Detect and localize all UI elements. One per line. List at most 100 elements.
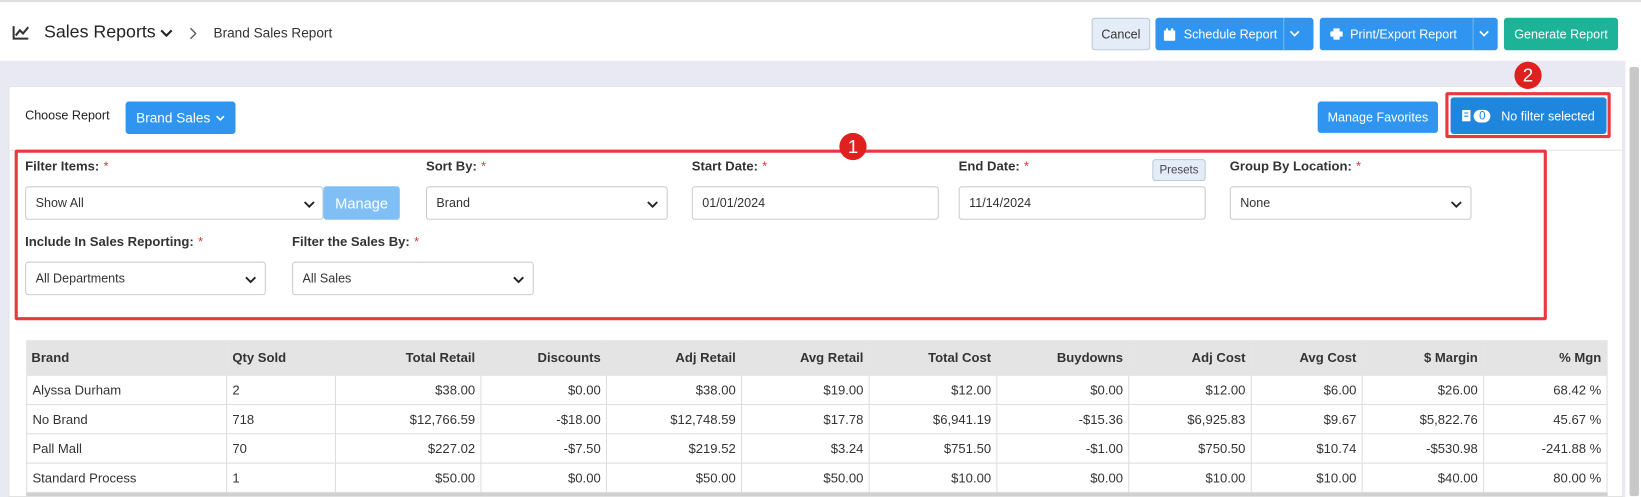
breadcrumb-separator bbox=[190, 27, 197, 40]
table-cell: $40.00 bbox=[1362, 463, 1485, 493]
presets-button[interactable]: Presets bbox=[1152, 159, 1206, 182]
table-cell: $26.00 bbox=[1362, 375, 1485, 406]
manage-favorites-button[interactable]: Manage Favorites bbox=[1317, 101, 1439, 133]
schedule-label: Schedule Report bbox=[1183, 26, 1278, 42]
table-cell: 45.67 % bbox=[1484, 405, 1608, 435]
table-cell: $38.00 bbox=[607, 375, 743, 406]
label-text: Sort By: bbox=[425, 159, 477, 174]
print-label: Print/Export Report bbox=[1350, 26, 1457, 42]
required-mark: * bbox=[762, 159, 768, 174]
table-cell: 1 bbox=[227, 463, 336, 493]
column-header: Total Retail bbox=[335, 340, 482, 376]
highlight-box bbox=[14, 149, 1547, 321]
label-text: Include In Sales Reporting: bbox=[25, 234, 194, 250]
required-mark: * bbox=[413, 234, 420, 250]
label-text: Filter the Sales By: bbox=[292, 234, 410, 250]
table-cell: $6,941.19 bbox=[869, 405, 998, 435]
report-select[interactable]: Brand Sales bbox=[125, 101, 236, 134]
divider bbox=[1472, 17, 1474, 51]
field-value: Brand bbox=[436, 195, 470, 211]
scrollbar[interactable] bbox=[1629, 66, 1639, 497]
select[interactable]: Show All bbox=[25, 186, 324, 220]
table-cell: $10.00 bbox=[1129, 463, 1252, 493]
field-label: Start Date: * bbox=[692, 159, 767, 174]
field-value: All Sales bbox=[302, 271, 352, 286]
annotation-marker: 1 bbox=[839, 132, 867, 161]
label-text: End Date: bbox=[958, 159, 1020, 174]
table-cell: $6.00 bbox=[1251, 375, 1363, 406]
title-caret[interactable] bbox=[160, 29, 173, 38]
chart-icon bbox=[12, 26, 30, 40]
required-mark: * bbox=[103, 159, 109, 174]
required-mark: * bbox=[481, 159, 487, 174]
label-text: Group By Location: bbox=[1229, 159, 1352, 174]
manage-button[interactable]: Manage bbox=[323, 186, 400, 220]
print-icon bbox=[1330, 28, 1343, 40]
table-cell: 718 bbox=[227, 405, 336, 435]
table-cell: $5,822.76 bbox=[1362, 405, 1485, 435]
table-cell: $227.02 bbox=[335, 434, 482, 464]
table-cell: $751.50 bbox=[869, 434, 998, 464]
caret bbox=[215, 115, 225, 121]
table-cell: 70 bbox=[227, 434, 336, 464]
table-cell: $12,766.59 bbox=[335, 405, 482, 435]
caret[interactable] bbox=[1479, 30, 1489, 37]
filter-button[interactable]: 0 No filter selected bbox=[1450, 97, 1607, 134]
table-cell: $10.74 bbox=[1251, 434, 1363, 464]
schedule-button[interactable]: Schedule Report bbox=[1155, 17, 1314, 51]
column-header: Buydowns bbox=[997, 340, 1130, 376]
chevron bbox=[303, 201, 315, 209]
required-mark: * bbox=[197, 234, 204, 250]
chevron bbox=[1450, 201, 1462, 209]
date-input[interactable]: 11/14/2024 bbox=[958, 186, 1206, 220]
table-cell: $50.00 bbox=[335, 463, 482, 493]
table-cell: $0.00 bbox=[481, 375, 608, 406]
report-label: Brand Sales bbox=[136, 109, 211, 126]
table-cell: No Brand bbox=[26, 405, 228, 435]
field-label: Filter the Sales By: * bbox=[292, 234, 419, 249]
caret[interactable] bbox=[1289, 30, 1300, 37]
table-cell: $10.00 bbox=[869, 463, 998, 493]
table-cell: $3.24 bbox=[742, 434, 870, 464]
cancel-button[interactable]: Cancel bbox=[1091, 17, 1151, 51]
select[interactable]: All Sales bbox=[292, 261, 534, 296]
field-label: Sort By: * bbox=[426, 159, 486, 174]
filter-icon bbox=[1462, 109, 1471, 122]
highlight-box bbox=[1445, 92, 1611, 139]
panel bbox=[8, 85, 1624, 497]
report-table: Brand Qty Sold Total Retail Discounts Adj Re… bbox=[26, 340, 1608, 497]
field-label: End Date: * bbox=[959, 159, 1029, 174]
table-cell: $219.52 bbox=[607, 434, 743, 464]
table-cell: $12,748.59 bbox=[607, 405, 743, 435]
print-button[interactable]: Print/Export Report bbox=[1319, 17, 1498, 51]
column-header: Adj Cost bbox=[1129, 340, 1252, 376]
table-cell: $6,925.83 bbox=[1129, 405, 1252, 435]
column-header: Discounts bbox=[481, 340, 608, 376]
table-cell: $12.00 bbox=[869, 375, 998, 406]
column-header: Brand bbox=[26, 340, 228, 376]
generate-button[interactable]: Generate Report bbox=[1503, 17, 1619, 51]
table-cell: Alyssa Durham bbox=[26, 375, 228, 406]
column-header: Adj Retail bbox=[607, 340, 743, 376]
table-cell: $12.00 bbox=[1129, 375, 1252, 406]
chevron bbox=[513, 276, 524, 284]
field-label: Group By Location: * bbox=[1230, 159, 1361, 174]
field-value: All Departments bbox=[35, 271, 125, 286]
table-cell: $0.00 bbox=[481, 463, 608, 493]
annotation-marker: 2 bbox=[1514, 61, 1542, 89]
filter-status: No filter selected bbox=[1501, 108, 1595, 123]
table-cell: -$15.36 bbox=[997, 405, 1130, 435]
select[interactable]: Brand bbox=[425, 186, 668, 220]
required-mark: * bbox=[1356, 159, 1362, 174]
select[interactable]: All Departments bbox=[25, 261, 266, 296]
table-cell: $17.78 bbox=[742, 405, 870, 435]
table-cell: $38.00 bbox=[335, 375, 482, 406]
select[interactable]: None bbox=[1229, 186, 1472, 220]
table-cell: 2 bbox=[227, 375, 336, 406]
date-input[interactable]: 01/01/2024 bbox=[691, 186, 939, 220]
table-cell: $0.00 bbox=[997, 463, 1130, 493]
breadcrumb: Brand Sales Report bbox=[213, 25, 333, 41]
field-label: Include In Sales Reporting: * bbox=[25, 234, 203, 249]
column-header: % Mgn bbox=[1484, 340, 1608, 376]
